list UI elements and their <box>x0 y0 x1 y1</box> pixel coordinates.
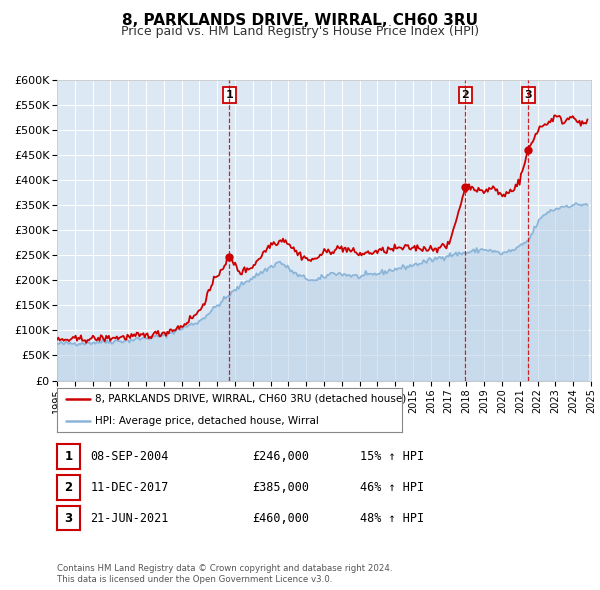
Text: 21-JUN-2021: 21-JUN-2021 <box>91 512 169 525</box>
Text: £460,000: £460,000 <box>252 512 309 525</box>
Text: £385,000: £385,000 <box>252 481 309 494</box>
Text: 48% ↑ HPI: 48% ↑ HPI <box>360 512 424 525</box>
Text: 2: 2 <box>461 90 469 100</box>
Text: 2: 2 <box>64 481 73 494</box>
Text: 8, PARKLANDS DRIVE, WIRRAL, CH60 3RU (detached house): 8, PARKLANDS DRIVE, WIRRAL, CH60 3RU (de… <box>95 394 406 404</box>
Text: HPI: Average price, detached house, Wirral: HPI: Average price, detached house, Wirr… <box>95 416 319 426</box>
Text: £246,000: £246,000 <box>252 450 309 463</box>
Text: 15% ↑ HPI: 15% ↑ HPI <box>360 450 424 463</box>
Text: Price paid vs. HM Land Registry's House Price Index (HPI): Price paid vs. HM Land Registry's House … <box>121 25 479 38</box>
Text: 1: 1 <box>226 90 233 100</box>
Text: 46% ↑ HPI: 46% ↑ HPI <box>360 481 424 494</box>
Text: Contains HM Land Registry data © Crown copyright and database right 2024.: Contains HM Land Registry data © Crown c… <box>57 565 392 573</box>
Text: 8, PARKLANDS DRIVE, WIRRAL, CH60 3RU: 8, PARKLANDS DRIVE, WIRRAL, CH60 3RU <box>122 13 478 28</box>
Text: 3: 3 <box>524 90 532 100</box>
Text: 1: 1 <box>64 450 73 463</box>
Text: This data is licensed under the Open Government Licence v3.0.: This data is licensed under the Open Gov… <box>57 575 332 584</box>
Text: 08-SEP-2004: 08-SEP-2004 <box>91 450 169 463</box>
Text: 11-DEC-2017: 11-DEC-2017 <box>91 481 169 494</box>
Text: 3: 3 <box>64 512 73 525</box>
